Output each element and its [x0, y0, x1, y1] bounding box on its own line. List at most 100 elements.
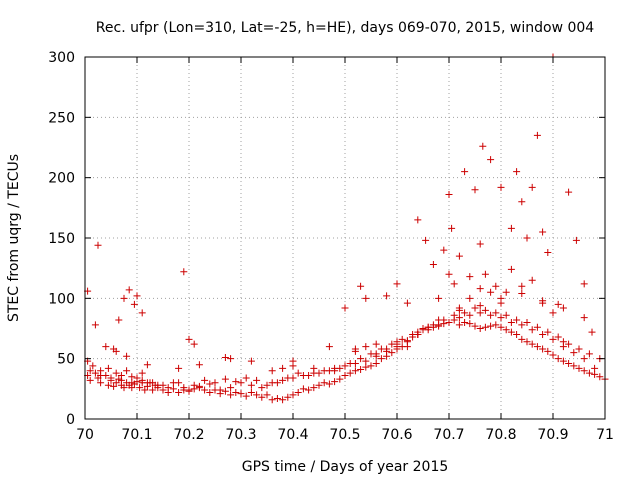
data-point [518, 321, 526, 329]
data-point [221, 375, 229, 383]
data-point [497, 314, 505, 322]
data-point [258, 384, 266, 392]
data-point [289, 391, 297, 399]
data-point [185, 386, 193, 394]
y-tick-label: 50 [57, 352, 75, 368]
data-point [507, 328, 515, 336]
data-point [110, 382, 118, 390]
data-point [585, 369, 593, 377]
data-point [549, 335, 557, 343]
data-point [403, 299, 411, 307]
y-tick-label: 100 [48, 291, 75, 307]
data-point [570, 349, 578, 357]
data-point [175, 364, 183, 372]
data-point [247, 381, 255, 389]
data-point [133, 292, 141, 300]
data-point [502, 326, 510, 334]
data-point [528, 326, 536, 334]
data-point [362, 357, 370, 365]
data-point [596, 373, 604, 381]
data-point [268, 396, 276, 404]
data-point [97, 379, 105, 387]
data-point [466, 294, 474, 302]
data-point [466, 311, 474, 319]
data-point [336, 375, 344, 383]
data-point [86, 367, 94, 375]
data-point [523, 338, 531, 346]
data-point [383, 292, 391, 300]
data-point [284, 393, 292, 401]
data-point [362, 294, 370, 302]
data-point [528, 340, 536, 348]
data-point [325, 343, 333, 351]
data-point [497, 323, 505, 331]
data-point [232, 388, 240, 396]
data-point [206, 380, 214, 388]
x-tick-label: 70.9 [537, 427, 568, 443]
y-tick-label: 200 [48, 171, 75, 187]
data-point [133, 374, 141, 382]
data-point [471, 322, 479, 330]
data-point [89, 362, 97, 370]
data-point [466, 273, 474, 281]
data-point [575, 364, 583, 372]
data-point [572, 236, 580, 244]
data-point [507, 265, 515, 273]
data-point [242, 392, 250, 400]
data-point [138, 309, 146, 317]
data-point [357, 282, 365, 290]
data-point [367, 362, 375, 370]
data-point [445, 318, 453, 326]
x-tick-label: 70.4 [277, 427, 308, 443]
data-point [523, 234, 531, 242]
data-point [237, 379, 245, 387]
data-point [487, 311, 495, 319]
x-tick-label: 70.7 [433, 427, 464, 443]
data-point [539, 331, 547, 339]
data-point [383, 345, 391, 353]
data-point [513, 168, 521, 176]
data-point [518, 290, 526, 298]
data-point [372, 350, 380, 358]
data-point [539, 345, 547, 353]
data-point [481, 323, 489, 331]
data-point [476, 302, 484, 310]
data-point [91, 321, 99, 329]
data-point [305, 386, 313, 394]
data-point [403, 343, 411, 351]
data-point [104, 364, 112, 372]
x-tick-label: 70.1 [121, 427, 152, 443]
data-point [414, 216, 422, 224]
data-point [580, 314, 588, 322]
data-point [455, 252, 463, 260]
data-point [362, 363, 370, 371]
data-point [320, 379, 328, 387]
data-point [476, 325, 484, 332]
data-point [221, 387, 229, 395]
x-tick-labels: 70 70.1 70.2 70.3 70.4 70.5 70.6 70.7 70.8 70.9 71 [76, 427, 614, 443]
data-point [190, 381, 198, 389]
data-point [112, 369, 120, 377]
data-point [419, 326, 427, 334]
data-point [130, 300, 138, 308]
data-point [149, 386, 157, 394]
data-point [513, 316, 521, 324]
data-point [565, 340, 573, 348]
data-point [455, 314, 463, 322]
data-point [310, 364, 318, 372]
data-point [398, 335, 406, 343]
data-point [221, 353, 229, 361]
data-point [216, 386, 224, 394]
data-point [554, 333, 562, 341]
data-point [169, 385, 177, 393]
data-point [549, 309, 557, 317]
data-point [471, 304, 479, 312]
data-point [523, 318, 531, 326]
data-point [128, 373, 136, 381]
data-point [528, 276, 536, 284]
x-tick-label: 70.3 [225, 427, 256, 443]
data-point [445, 270, 453, 278]
data-point [487, 322, 495, 330]
data-point [253, 376, 261, 384]
